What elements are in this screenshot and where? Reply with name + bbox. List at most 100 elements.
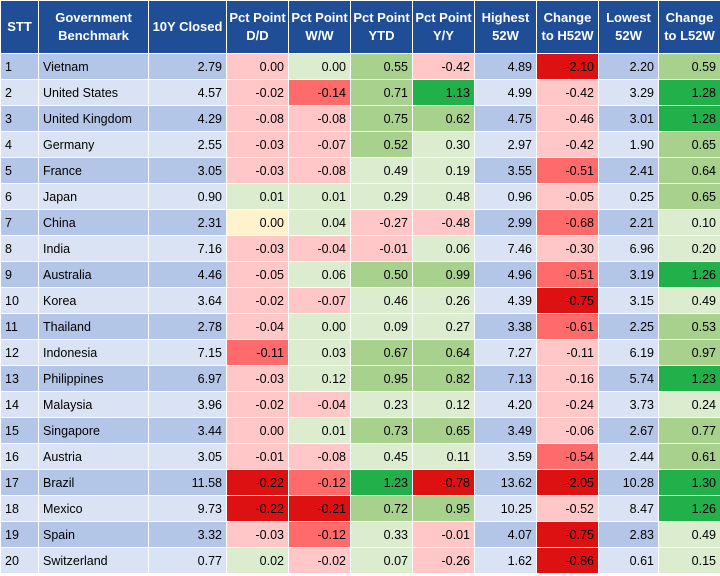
cell-change-high52: -0.46 (536, 105, 599, 132)
table-row: 1 Vietnam 2.79 0.00 0.00 0.55 -0.42 4.89 -2.10 2.… (0, 53, 720, 80)
cell-closed: 3.32 (148, 521, 227, 548)
cell-stt: 9 (0, 261, 39, 288)
cell-stt: 11 (0, 313, 39, 340)
cell-change-high52: -0.86 (536, 547, 599, 574)
table-row: 2 United States 4.57 -0.02 -0.14 0.71 1.13 4.99… (0, 79, 720, 106)
table-row: 5 France 3.05 -0.03 -0.08 0.49 0.19 3.55 -0.51 2.… (0, 157, 720, 184)
cell-high52: 0.96 (474, 183, 537, 210)
cell-ww: -0.02 (288, 547, 351, 574)
cell-low52: 8.47 (598, 495, 659, 522)
cell-closed: 4.46 (148, 261, 227, 288)
header-change-high52: Change to H52W (536, 0, 599, 54)
cell-low52: 6.19 (598, 339, 659, 366)
cell-low52: 1.90 (598, 131, 659, 158)
cell-yy: -0.01 (412, 521, 475, 548)
cell-ww: 0.04 (288, 209, 351, 236)
cell-high52: 3.55 (474, 157, 537, 184)
cell-low52: 0.25 (598, 183, 659, 210)
table-row: 15 Singapore 3.44 0.00 0.01 0.73 0.65 3.49 -0.06… (0, 417, 720, 444)
cell-country: Australia (38, 261, 149, 288)
cell-change-high52: -2.05 (536, 469, 599, 496)
cell-yy: 0.62 (412, 105, 475, 132)
cell-change-high52: -0.06 (536, 417, 599, 444)
cell-ytd: 0.07 (350, 547, 413, 574)
table-row: 12 Indonesia 7.15 -0.11 0.03 0.67 0.64 7.27 -0.1… (0, 339, 720, 366)
cell-country: Singapore (38, 417, 149, 444)
table-row: 9 Australia 4.46 -0.05 0.06 0.50 0.99 4.96 -0.51… (0, 261, 720, 288)
cell-change-low52: 1.28 (658, 105, 720, 132)
cell-dd: -0.03 (226, 365, 289, 392)
cell-ww: -0.12 (288, 469, 351, 496)
cell-ww: -0.08 (288, 157, 351, 184)
cell-change-low52: 0.10 (658, 209, 720, 236)
cell-yy: 0.30 (412, 131, 475, 158)
cell-country: Brazil (38, 469, 149, 496)
cell-closed: 11.58 (148, 469, 227, 496)
cell-ww: 0.00 (288, 313, 351, 340)
cell-ytd: 0.73 (350, 417, 413, 444)
cell-ytd: 0.67 (350, 339, 413, 366)
cell-dd: 0.00 (226, 417, 289, 444)
cell-change-high52: -0.75 (536, 287, 599, 314)
cell-yy: -0.78 (412, 469, 475, 496)
cell-ytd: 0.46 (350, 287, 413, 314)
cell-ytd: 0.75 (350, 105, 413, 132)
cell-country: Malaysia (38, 391, 149, 418)
cell-high52: 4.07 (474, 521, 537, 548)
cell-change-high52: -0.52 (536, 495, 599, 522)
cell-ww: 0.01 (288, 183, 351, 210)
cell-high52: 4.75 (474, 105, 537, 132)
cell-high52: 7.13 (474, 365, 537, 392)
cell-closed: 3.05 (148, 443, 227, 470)
table-row: 19 Spain 3.32 -0.03 -0.12 0.33 -0.01 4.07 -0.75 2… (0, 521, 720, 548)
cell-country: Japan (38, 183, 149, 210)
cell-stt: 19 (0, 521, 39, 548)
cell-stt: 8 (0, 235, 39, 262)
cell-country: Thailand (38, 313, 149, 340)
cell-ytd: 0.23 (350, 391, 413, 418)
cell-ytd: 0.29 (350, 183, 413, 210)
cell-dd: -0.05 (226, 261, 289, 288)
cell-closed: 2.31 (148, 209, 227, 236)
cell-closed: 2.55 (148, 131, 227, 158)
cell-high52: 4.96 (474, 261, 537, 288)
cell-high52: 1.62 (474, 547, 537, 574)
cell-ytd: 0.95 (350, 365, 413, 392)
cell-country: Korea (38, 287, 149, 314)
cell-low52: 3.15 (598, 287, 659, 314)
cell-stt: 12 (0, 339, 39, 366)
table-row: 14 Malaysia 3.96 -0.02 -0.04 0.23 0.12 4.20 -0.2… (0, 391, 720, 418)
cell-dd: -0.02 (226, 79, 289, 106)
cell-change-high52: -0.16 (536, 365, 599, 392)
cell-ww: 0.00 (288, 53, 351, 80)
cell-yy: 0.19 (412, 157, 475, 184)
cell-low52: 3.73 (598, 391, 659, 418)
cell-change-low52: 0.61 (658, 443, 720, 470)
table-row: 8 India 7.16 -0.03 -0.04 -0.01 0.06 7.46 -0.30 6.… (0, 235, 720, 262)
header-high52: Highest 52W (474, 0, 537, 54)
cell-yy: 0.82 (412, 365, 475, 392)
header-row: STT Government Benchmark 10Y Closed Pct … (0, 0, 720, 54)
cell-high52: 4.99 (474, 79, 537, 106)
cell-change-high52: -0.42 (536, 131, 599, 158)
cell-country: Austria (38, 443, 149, 470)
cell-dd: 0.01 (226, 183, 289, 210)
cell-stt: 13 (0, 365, 39, 392)
cell-ww: 0.01 (288, 417, 351, 444)
cell-ww: -0.08 (288, 105, 351, 132)
table-row: 11 Thailand 2.78 -0.04 0.00 0.09 0.27 3.38 -0.61… (0, 313, 720, 340)
cell-high52: 4.39 (474, 287, 537, 314)
cell-dd: -0.02 (226, 391, 289, 418)
cell-low52: 2.83 (598, 521, 659, 548)
cell-high52: 2.97 (474, 131, 537, 158)
cell-dd: -0.22 (226, 469, 289, 496)
cell-ww: 0.06 (288, 261, 351, 288)
cell-change-low52: 1.30 (658, 469, 720, 496)
cell-high52: 7.46 (474, 235, 537, 262)
cell-change-low52: 1.26 (658, 261, 720, 288)
cell-ytd: -0.01 (350, 235, 413, 262)
cell-country: Spain (38, 521, 149, 548)
cell-change-high52: -0.24 (536, 391, 599, 418)
cell-change-high52: -0.68 (536, 209, 599, 236)
